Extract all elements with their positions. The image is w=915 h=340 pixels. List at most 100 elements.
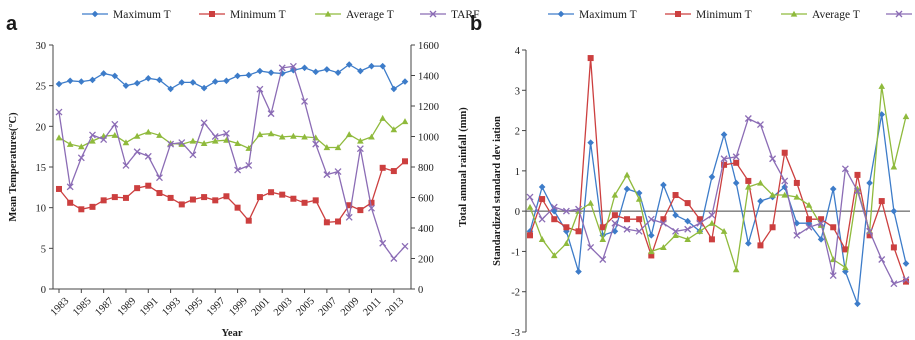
panel-b-point-average-t-2005 <box>793 193 801 200</box>
panel-b-point-average-t-1997 <box>696 227 704 234</box>
panel-a-point-average-t-2013 <box>390 126 398 133</box>
panel-b-point-maximum-t-1985 <box>550 207 558 215</box>
panel-b-legend-label-minimum-t: Minimum T <box>696 9 752 21</box>
panel-b-point-minimum-t-1994 <box>660 216 667 223</box>
panel-b-point-minimum-t-1992 <box>636 216 643 223</box>
panel-b-ytick-label-7: 4 <box>515 46 521 57</box>
panel-b-point-tarf-2007-stroke-2 <box>817 219 825 227</box>
panel-a-point-average-t-1995 <box>189 137 197 144</box>
panel-b-point-tarf-1994 <box>659 219 667 227</box>
panel-b-point-tarf-2001 <box>744 115 752 122</box>
panel-b-point-tarf-1988-stroke-2 <box>587 243 595 251</box>
panel-a-point-maximum-t-2005 <box>301 64 308 72</box>
panel-a-point-tarf-1995-stroke-2 <box>189 151 197 159</box>
panel-b-point-average-t-1988 <box>587 199 594 206</box>
panel-a-point-tarf-1997-stroke-2 <box>211 133 219 140</box>
panel-b-point-maximum-t-2000 <box>732 179 740 187</box>
panel-a-point-minimum-t-2014 <box>402 158 408 165</box>
panel-a-point-maximum-t-1986 <box>89 76 96 84</box>
panel-a-point-tarf-2005 <box>301 97 309 105</box>
panel-a-y2-axis-title: Total annual rainfall (mm) <box>458 107 469 227</box>
panel-a-point-maximum-t-1984 <box>66 77 74 85</box>
panel-b-ytick-label-1: -2 <box>511 288 520 299</box>
panel-b-legend-label-maximum-t: Maximum T <box>579 9 637 21</box>
panel-b-point-minimum-t-2013 <box>890 244 897 251</box>
panel-a-point-minimum-t-2005 <box>301 199 308 206</box>
panel-b-point-minimum-t-1997 <box>696 216 703 223</box>
panel-a-point-tarf-1985-stroke-2 <box>77 154 85 162</box>
panel-b-point-maximum-t-2014 <box>902 260 910 267</box>
panel-b-point-minimum-t-2014 <box>903 278 909 285</box>
panel-a-point-tarf-1990-stroke-2 <box>133 148 141 156</box>
panel-a-point-tarf-1996 <box>200 119 208 127</box>
panel-b-point-average-t-1994 <box>660 244 667 251</box>
panel-b-point-minimum-t-2000 <box>733 159 740 166</box>
panel-a-point-tarf-2008-stroke-2 <box>334 168 342 176</box>
panel-a-point-minimum-t-2009 <box>346 202 353 209</box>
panel-b-point-minimum-t-1991 <box>624 216 631 223</box>
panel-b-point-maximum-t-1983 <box>526 227 534 235</box>
panel-a-point-maximum-t-2007 <box>323 66 331 73</box>
panel-a-ytick-label-0: 0 <box>41 285 46 296</box>
panel-a-point-minimum-t-1991 <box>145 182 152 189</box>
panel-b-point-minimum-t-2003 <box>769 224 776 231</box>
panel-a-xtick-label-13: 2009 <box>339 296 362 319</box>
panel-b-point-average-t-1999 <box>720 227 728 234</box>
panel-b-point-minimum-t-1996 <box>684 200 691 207</box>
panel-a-point-maximum-t-1987 <box>100 70 107 77</box>
panel-b-legend-marker-average-t <box>790 10 798 17</box>
panel-a-point-maximum-t-1995 <box>189 79 197 86</box>
panel-b-point-tarf-2004 <box>781 177 789 185</box>
panel-b-point-tarf-1987-stroke-2 <box>575 205 582 213</box>
panel-b-point-average-t-2004 <box>781 191 789 198</box>
panel-a-point-maximum-t-1994 <box>178 79 186 86</box>
panel-a-point-minimum-t-1983 <box>56 185 62 192</box>
panel-b-point-tarf-1985-stroke-2 <box>550 203 558 211</box>
panel-b-point-tarf-2000 <box>732 153 740 161</box>
panel-a-point-average-t-1992 <box>156 131 163 138</box>
panel-b-series-line-average-t <box>529 86 907 270</box>
panel-a-point-average-t-1996 <box>200 140 208 147</box>
panel-a-point-minimum-t-2001 <box>256 194 263 201</box>
panel-b-point-tarf-2002-stroke-2 <box>756 121 764 128</box>
panel-a-point-average-t-2009 <box>345 131 353 138</box>
panel-b-point-minimum-t-2012 <box>878 198 885 205</box>
panel-a-xtick-label-7: 1997 <box>205 296 228 319</box>
panel-a-point-minimum-t-1985 <box>78 206 85 213</box>
panel-a-point-tarf-2005-stroke-2 <box>301 97 309 105</box>
panel-a-point-tarf-2011 <box>368 204 375 212</box>
panel-b-point-tarf-2006 <box>805 223 813 231</box>
panel-a-point-tarf-2012-stroke-2 <box>379 239 387 247</box>
panel-a-point-tarf-1992 <box>155 174 163 182</box>
panel-b-point-tarf-2011-stroke-2 <box>866 227 874 235</box>
panel-a-point-minimum-t-1989 <box>122 194 129 201</box>
panel-a-point-tarf-1993-stroke-2 <box>167 140 175 148</box>
panel-a-point-tarf-2004-stroke-2 <box>289 62 297 70</box>
panel-a-point-minimum-t-1992 <box>156 190 163 197</box>
panel-a-legend-label-maximum-t: Maximum T <box>113 9 171 21</box>
panel-b-point-maximum-t-2010 <box>854 300 861 308</box>
panel-b-point-average-t-1998 <box>708 219 716 226</box>
panel-b-point-tarf-1989 <box>599 256 607 263</box>
panel-a-point-average-t-2001 <box>256 131 264 138</box>
panel-a-point-tarf-1992-stroke-2 <box>155 174 163 182</box>
panel-b-point-tarf-1993 <box>647 215 655 223</box>
panel-b-point-minimum-t-1989 <box>599 224 606 231</box>
panel-a-ytick-label-2: 10 <box>36 204 47 215</box>
panel-b-y-axis-title: Standardized standard dev iation <box>492 116 503 266</box>
panel-a-point-tarf-2000 <box>245 162 253 169</box>
panel-a-point-minimum-t-1995 <box>189 196 196 203</box>
panel-a-point-maximum-t-1996 <box>200 84 208 92</box>
panel-a-point-tarf-2003-stroke-2 <box>278 64 286 72</box>
panel-b-point-average-t-1984 <box>538 236 546 242</box>
panel-b-point-tarf-2002 <box>756 121 764 128</box>
panel-a-series-line-maximum-t <box>58 63 406 90</box>
panel-b-point-tarf-1996 <box>684 225 692 233</box>
panel-b-point-tarf-2014 <box>902 276 910 284</box>
panel-b-point-average-t-1992 <box>635 195 643 202</box>
panel-a-point-average-t-2004 <box>290 132 297 139</box>
panel-a-point-tarf-1984 <box>66 183 74 191</box>
panel-b-point-average-t-1991 <box>623 171 631 178</box>
panel-a-point-tarf-2002-stroke-2 <box>267 110 275 118</box>
panel-a-point-tarf-2010-stroke-2 <box>356 145 364 153</box>
